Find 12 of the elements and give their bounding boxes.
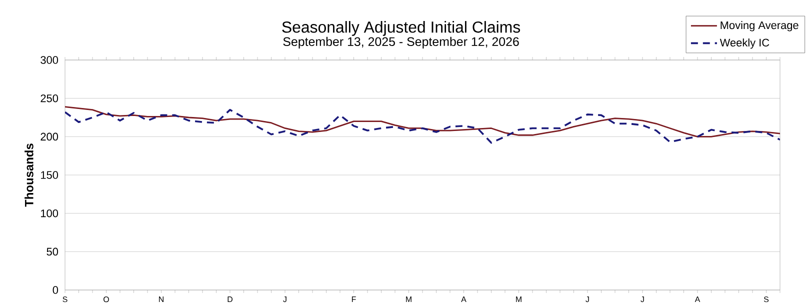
legend-label: Weekly IC [720,38,770,49]
y-tick-label: 100 [41,209,58,218]
chart-subtitle: September 13, 2025 - September 12, 2026 [283,36,519,48]
y-tick-label: 0 [52,286,58,294]
y-tick-label: 250 [40,94,58,102]
y-tick-label: 300 [40,56,58,64]
y-axis-title: Thousands [24,144,34,207]
y-tick-label: 150 [41,171,58,179]
legend-label: Moving Average [720,21,798,32]
y-tick-label: 200 [40,132,58,141]
chart-title: Seasonally Adjusted Initial Claims [282,21,520,36]
y-tick-label: 50 [46,248,58,256]
